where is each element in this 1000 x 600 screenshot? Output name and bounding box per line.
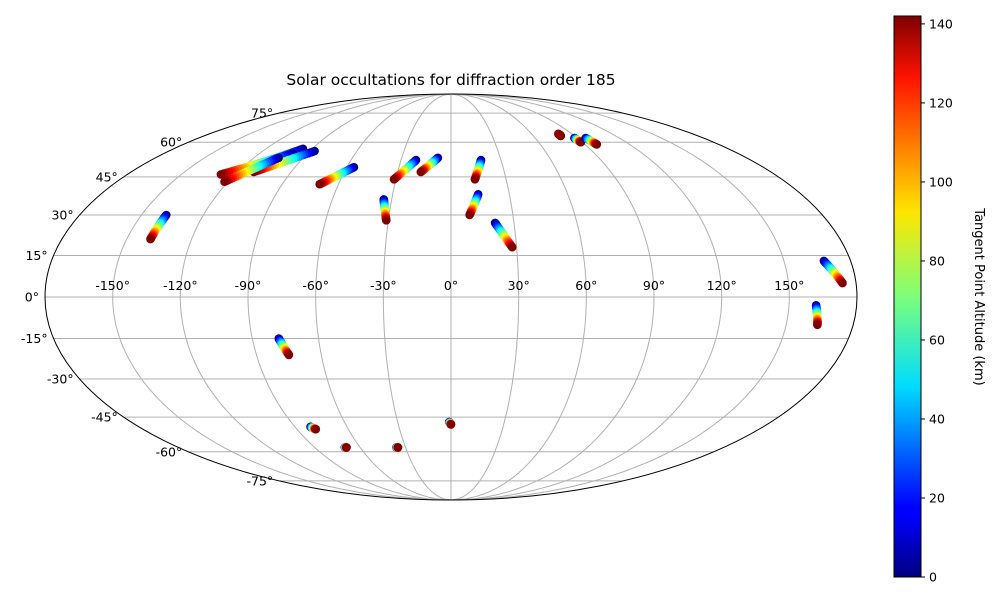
data-point [284,350,294,360]
x-tick-label: 0° [444,278,458,293]
y-tick-label: 15° [25,248,47,263]
occultation-track [444,417,456,429]
occultation-track [465,190,483,220]
colorbar-tick-label: 100 [929,174,953,189]
colorbar-tick-label: 40 [929,411,945,426]
occultation-tracks [146,129,847,452]
colorbar-label: Tangent Point Altitude (km) [971,207,986,385]
data-point [465,210,474,220]
y-tick-label: 75° [251,106,273,121]
colorbar-tick-label: 0 [929,570,937,585]
occultation-track [416,153,443,177]
colorbar-ticks: 0 20 40 60 80 100 120 140 [921,16,953,585]
data-point [220,177,229,186]
colorbar-tick-label: 20 [929,490,945,505]
y-tick-label: -60° [156,444,183,459]
colorbar [893,15,922,578]
data-point [342,443,351,452]
x-tick-label: 30° [508,278,530,293]
data-point [838,278,847,288]
data-point [146,234,155,244]
data-point [315,179,325,189]
y-tick-label: -15° [21,331,48,346]
occultation-track [554,129,566,141]
occultation-track [811,301,822,330]
data-point [389,175,399,184]
occultation-track [315,162,359,189]
y-tick-label: 45° [96,169,118,184]
colorbar-tick-label: 60 [929,332,945,347]
data-point [592,140,602,149]
x-tick-label: 60° [575,278,597,293]
y-tick-label: -75° [247,473,274,488]
data-point [416,167,426,177]
y-tick-label: -30° [47,372,74,387]
data-point [393,443,403,452]
occultation-track [392,443,403,452]
occultation-track [340,443,351,452]
x-tick-label: -120° [163,278,198,293]
map-boundary [44,93,858,501]
occultation-track [274,334,294,360]
occultation-track [220,153,283,186]
x-tick-label: -90° [235,278,262,293]
occultation-track [379,195,391,225]
data-point [470,175,480,184]
chart-title: Solar occultations for diffraction order… [286,71,615,89]
data-point [507,242,517,252]
y-tick-label: -45° [91,410,118,425]
x-tick-label: -30° [370,278,397,293]
x-tick-label: -150° [95,278,130,293]
occultation-track [819,256,847,288]
axis-tick-labels: -150° -120° -90° -60° -30° 0° 30° 60° 90° 120° 150… [21,106,804,489]
data-point [311,424,321,434]
occultation-track [306,422,321,434]
occultation-track [389,155,421,184]
colorbar-tick-label: 140 [929,16,953,31]
y-tick-label: 0° [25,290,39,305]
occultation-track [490,218,517,252]
data-point [216,170,226,179]
occultation-track [470,155,486,184]
x-tick-label: -60° [302,278,329,293]
colorbar-tick-label: 80 [929,253,945,268]
map-grid [45,94,857,500]
data-point [556,131,566,141]
x-tick-label: 150° [774,278,804,293]
x-tick-label: 120° [707,278,737,293]
data-point [382,216,391,225]
y-tick-label: 60° [160,135,182,150]
occultation-track [146,210,171,244]
data-point [446,420,456,429]
occultation-track [581,133,602,149]
colorbar-tick-label: 120 [929,95,953,110]
y-tick-label: 30° [51,207,73,222]
x-tick-label: 90° [643,278,665,293]
data-point [813,320,822,330]
